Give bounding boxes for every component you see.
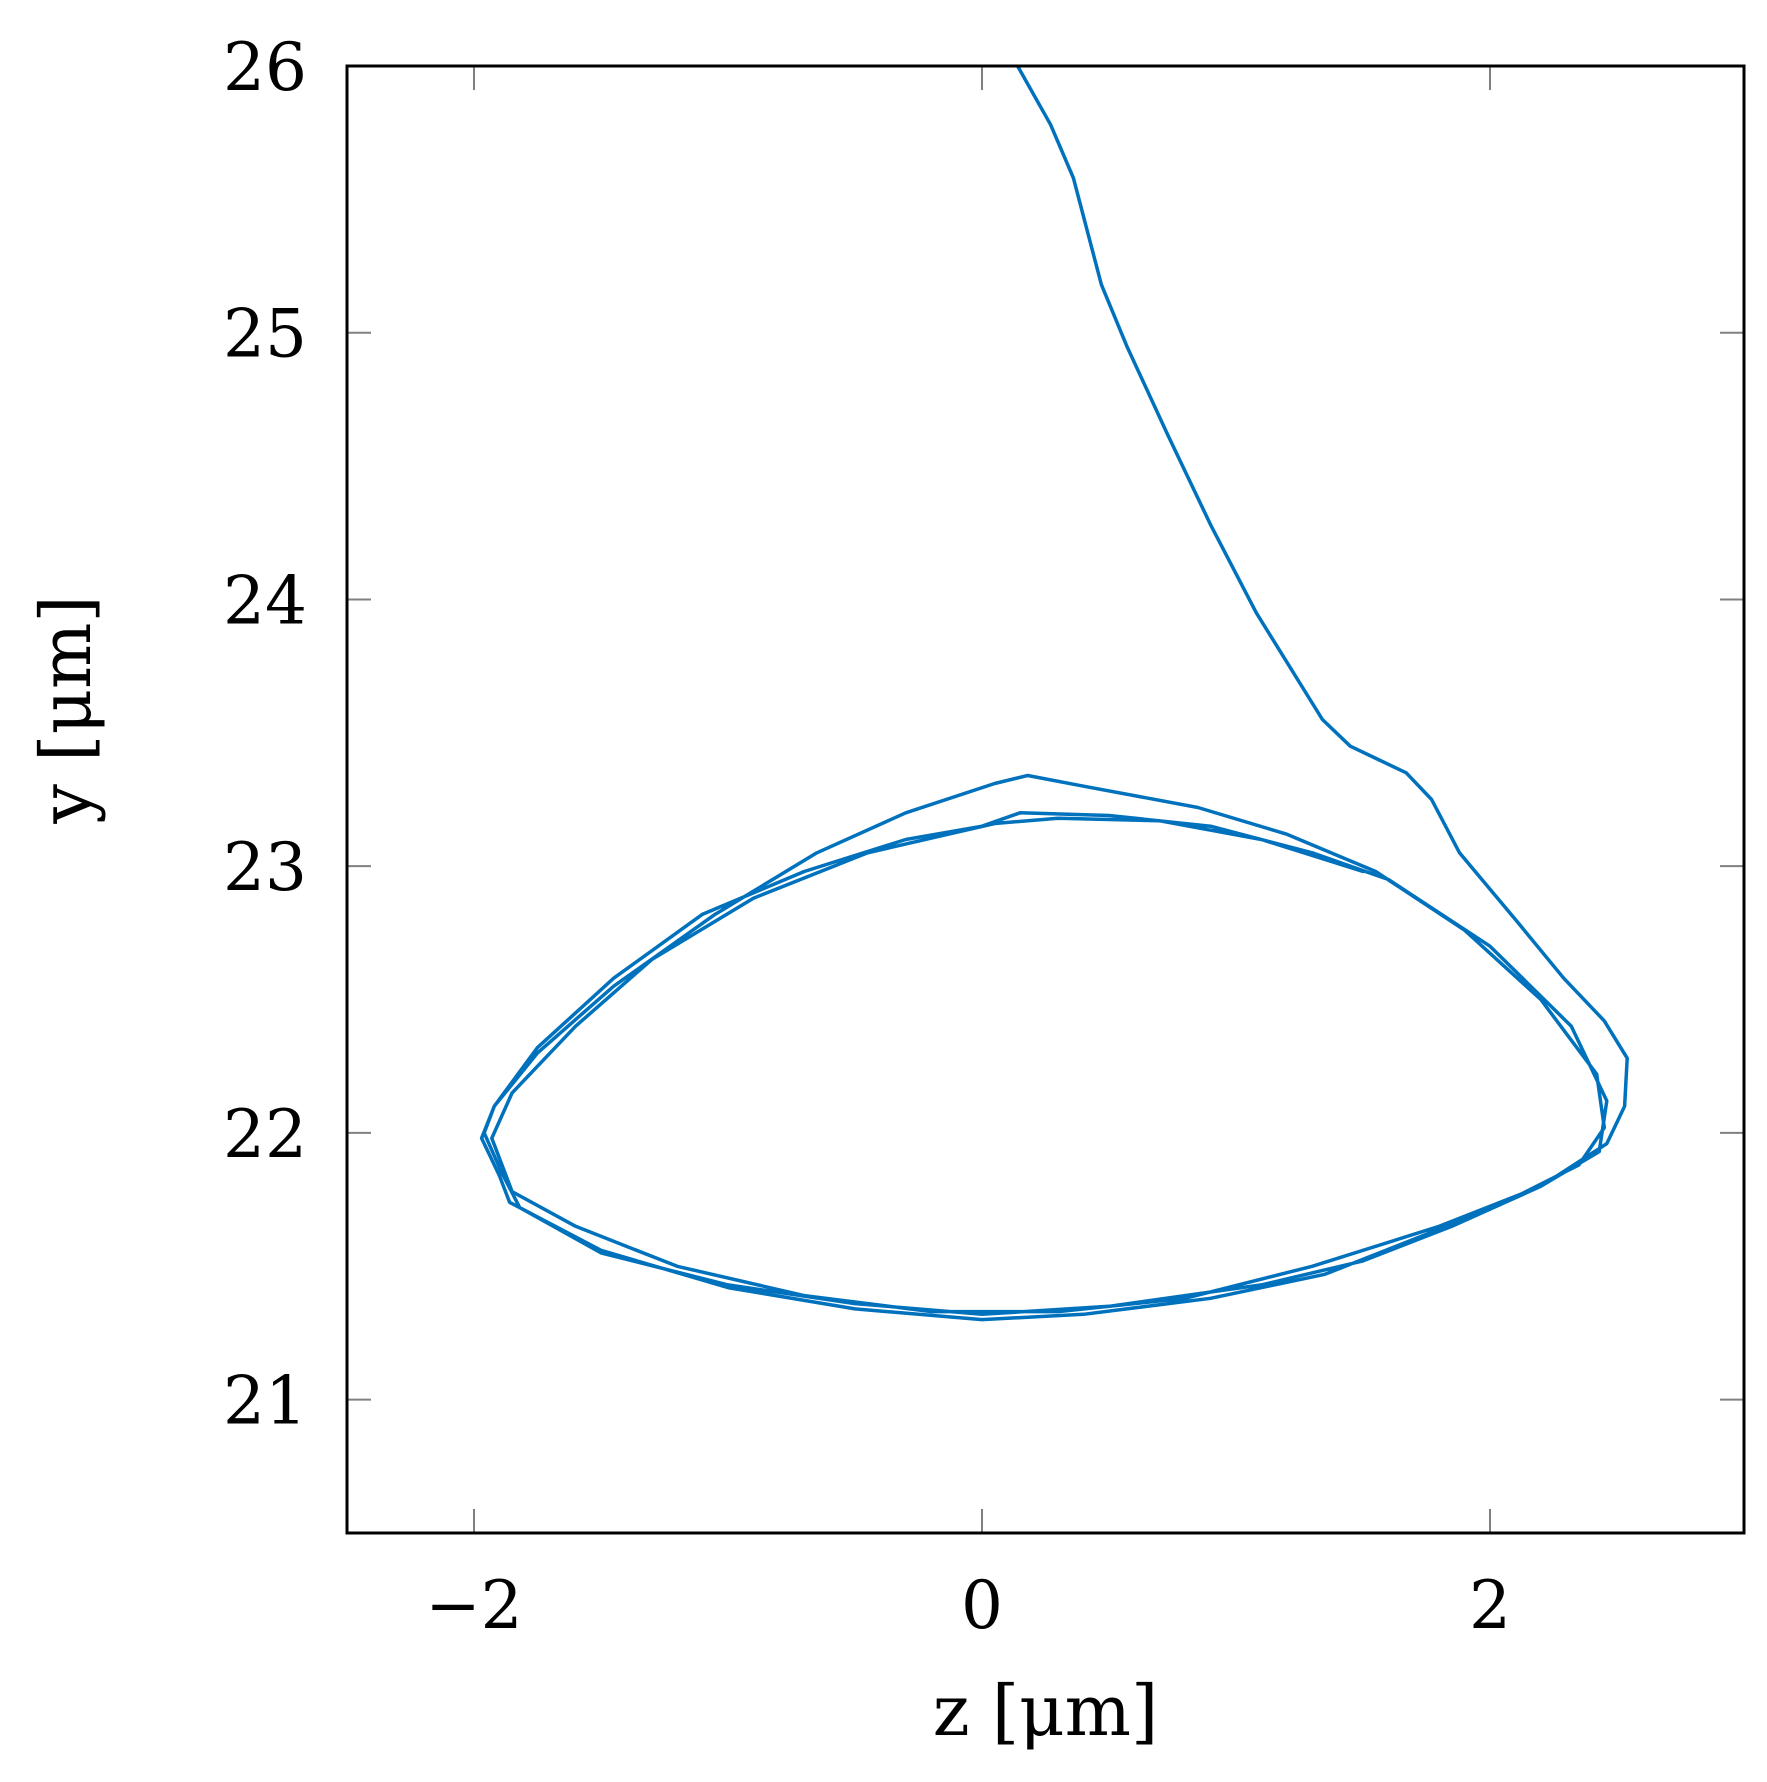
x-tick-label: −2 xyxy=(425,1567,522,1644)
y-tick-label: 24 xyxy=(223,562,307,639)
y-axis-label: y [μm] xyxy=(25,595,107,824)
y-tick-label: 26 xyxy=(223,29,307,106)
x-tick-label: 0 xyxy=(961,1567,1003,1644)
x-tick-label: 2 xyxy=(1469,1567,1511,1644)
axes-frame xyxy=(345,64,1746,1535)
trajectory-line xyxy=(479,66,1629,1322)
y-tick-label: 23 xyxy=(223,829,307,906)
y-tick-label: 21 xyxy=(223,1363,307,1440)
y-tick-label: 22 xyxy=(223,1096,307,1173)
x-axis-label: z [μm] xyxy=(933,1670,1159,1752)
y-tick-label: 25 xyxy=(223,296,307,373)
